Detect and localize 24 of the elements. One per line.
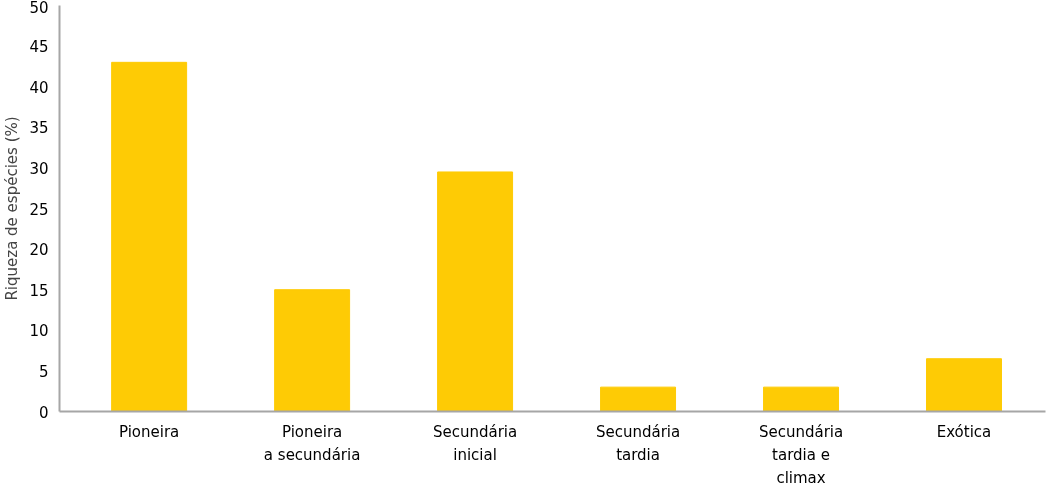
x-tick-label: Secundária tardia	[595, 422, 681, 464]
y-tick-label: 20	[29, 241, 49, 260]
bar	[437, 171, 514, 412]
y-axis-title: Riqueza de espécies (%)	[3, 116, 22, 301]
bar	[274, 289, 351, 412]
x-tick-label: Secundária inicial	[432, 422, 518, 464]
y-tick-label: 15	[29, 281, 49, 300]
y-tick-label: 40	[29, 78, 49, 97]
bar	[763, 386, 840, 412]
y-tick-label: 45	[29, 38, 49, 57]
y-tick-label: 0	[38, 403, 49, 422]
y-tick-label: 50	[29, 0, 49, 17]
x-tick-label: Secundária tardia e climax	[758, 422, 844, 488]
bar	[926, 358, 1002, 412]
y-tick-label: 10	[29, 322, 49, 341]
x-tick-label: Exótica	[936, 422, 992, 441]
x-tick-label: Pioneira	[118, 422, 180, 441]
y-tick-label: 30	[29, 159, 49, 178]
y-tick-label: 25	[29, 200, 49, 219]
y-tick-label: 35	[29, 119, 49, 138]
bar	[600, 386, 677, 412]
bar	[111, 61, 188, 412]
x-tick-label: Pioneira a secundária	[263, 422, 361, 464]
y-tick-label: 5	[38, 362, 49, 381]
